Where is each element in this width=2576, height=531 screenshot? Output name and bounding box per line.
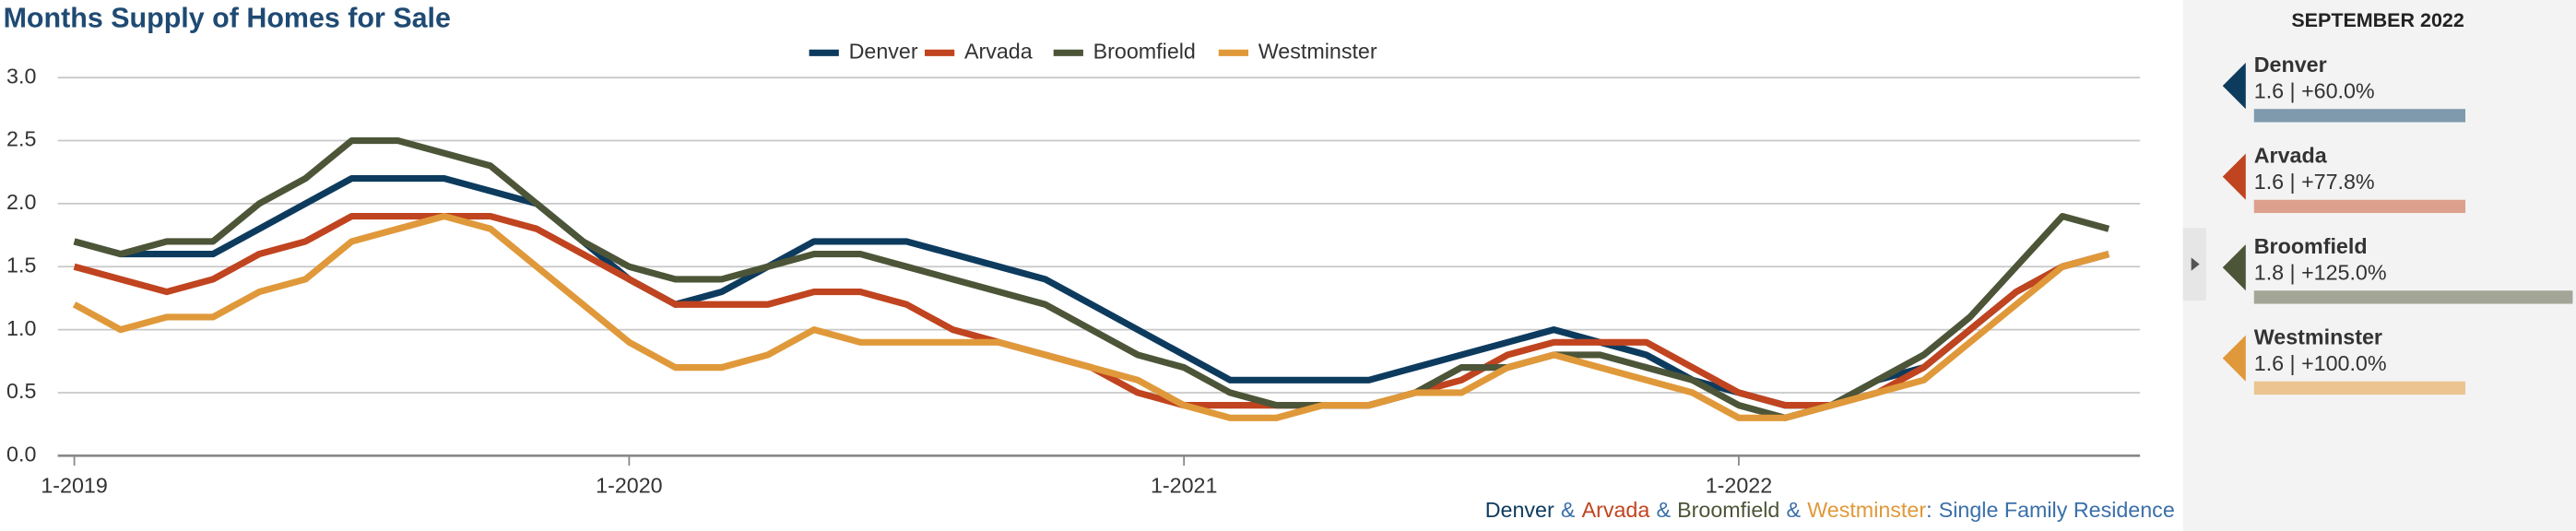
legend-label: Westminster	[1258, 39, 1377, 63]
sidebar-name: Westminster	[2254, 324, 2382, 348]
series-line	[73, 174, 2110, 409]
footer-part: Single Family Residence	[1939, 498, 2175, 522]
toggle-arrow	[2191, 257, 2200, 271]
y-tick-label: 2.5	[6, 127, 36, 151]
sidebar-value: 1.6 | +60.0%	[2254, 78, 2375, 102]
chart-title: Months Supply of Homes for Sale	[4, 3, 451, 34]
footer-part: Broomfield	[1677, 498, 1779, 522]
sidebar-marker	[2222, 335, 2246, 382]
y-tick-label: 2.0	[6, 190, 36, 214]
sidebar-value: 1.8 | +125.0%	[2254, 260, 2387, 284]
footer-part: Westminster	[1807, 498, 1926, 522]
sidebar-marker	[2222, 153, 2246, 200]
sidebar-value: 1.6 | +77.8%	[2254, 170, 2375, 194]
legend-label: Broomfield	[1093, 39, 1196, 63]
series-line	[73, 212, 2110, 409]
y-tick-label: 3.0	[6, 64, 36, 88]
footer-part: :	[1926, 498, 1932, 522]
y-tick-label: 0.0	[6, 442, 36, 466]
sidebar-name: Broomfield	[2254, 234, 2368, 258]
sidebar-name: Denver	[2254, 53, 2327, 77]
footer-part: &	[1787, 498, 1802, 522]
sidebar-bg	[2182, 0, 2576, 531]
sidebar-value: 1.6 | +100.0%	[2254, 351, 2387, 375]
x-tick-label: 1-2021	[1151, 474, 1217, 498]
y-tick-label: 1.0	[6, 316, 36, 340]
x-tick-label: 1-2020	[596, 474, 663, 498]
sidebar-bar	[2253, 290, 2573, 304]
sidebar-bar	[2253, 109, 2466, 123]
sidebar-title: SEPTEMBER 2022	[2291, 9, 2464, 31]
series-line	[73, 136, 2110, 421]
y-tick-label: 1.5	[6, 253, 36, 277]
y-tick-label: 0.5	[6, 379, 36, 403]
x-tick-label: 1-2022	[1706, 474, 1772, 498]
legend-label: Arvada	[964, 39, 1033, 63]
footer-part: &	[1561, 498, 1576, 522]
footer-part: &	[1656, 498, 1671, 522]
x-tick-label: 1-2019	[41, 474, 107, 498]
footer-part: Denver	[1485, 498, 1554, 522]
sidebar-marker	[2222, 244, 2246, 291]
sidebar-bar	[2253, 199, 2466, 214]
legend-label: Denver	[849, 39, 918, 63]
sidebar-marker	[2222, 63, 2246, 110]
footer-note: Denver & Arvada & Broomfield & Westminster: Sin…	[1485, 498, 2175, 522]
sidebar-name: Arvada	[2254, 143, 2328, 167]
sidebar-bar	[2253, 381, 2466, 395]
series-line	[72, 212, 2110, 421]
footer-part: Arvada	[1582, 498, 1650, 522]
